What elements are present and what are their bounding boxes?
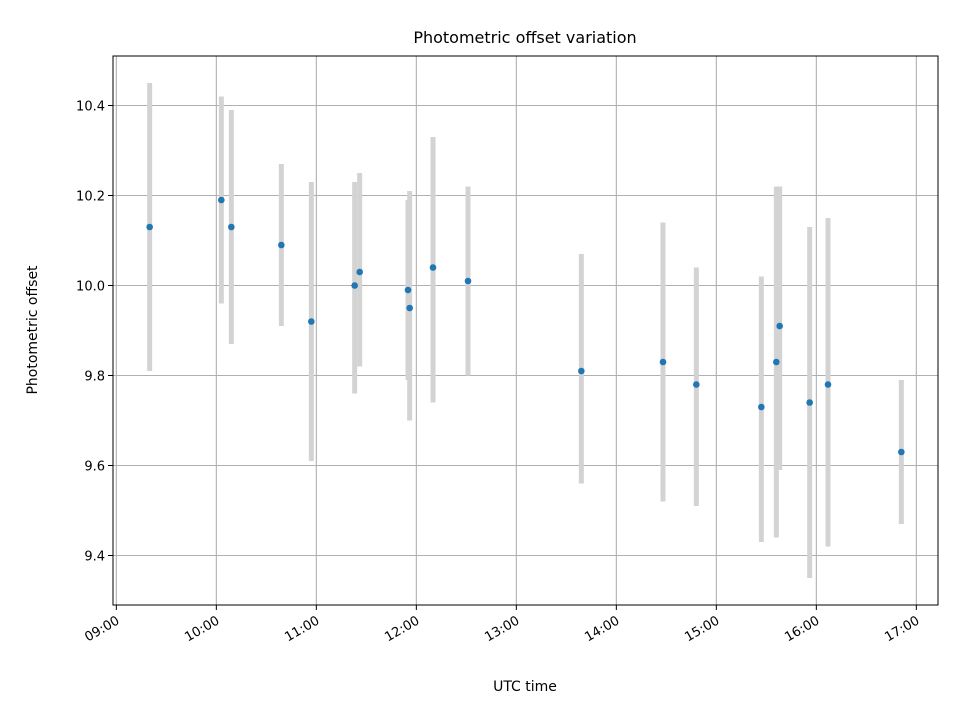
- data-point: [228, 223, 235, 231]
- data-point: [404, 286, 412, 294]
- y-axis-label: Photometric offset: [25, 265, 41, 395]
- data-point: [146, 223, 153, 231]
- data-point: [351, 282, 358, 289]
- data-point: [429, 264, 437, 271]
- plot-frame: [112, 55, 939, 606]
- y-tick-label: 10.0: [76, 280, 105, 295]
- data-point: [758, 403, 765, 411]
- x-axis-label: UTC time: [493, 679, 557, 695]
- data-point: [659, 358, 667, 366]
- data-point: [824, 381, 832, 388]
- grid: [113, 56, 938, 605]
- data-point: [693, 381, 700, 388]
- data-point: [806, 399, 813, 406]
- data-point: [464, 277, 472, 285]
- data-point: [278, 241, 285, 249]
- data-point: [308, 318, 315, 325]
- data-point: [773, 358, 780, 366]
- y-tick-label: 10.4: [76, 100, 105, 115]
- y-tick-label: 9.8: [84, 370, 105, 385]
- data-point: [898, 448, 905, 456]
- y-axis-ticks: 9.4 9.6 9.8 10.0 10.2 10.4: [76, 100, 113, 565]
- chart-title: Photometric offset variation: [413, 28, 636, 47]
- data-point: [578, 367, 585, 375]
- data-point: [218, 196, 225, 204]
- y-tick-label: 9.4: [84, 550, 105, 565]
- y-tick-label: 10.2: [76, 190, 105, 205]
- y-tick-label: 9.6: [84, 460, 105, 475]
- data-point: [356, 268, 363, 276]
- data-points: [146, 196, 905, 456]
- data-point: [776, 322, 783, 330]
- data-point: [406, 304, 413, 312]
